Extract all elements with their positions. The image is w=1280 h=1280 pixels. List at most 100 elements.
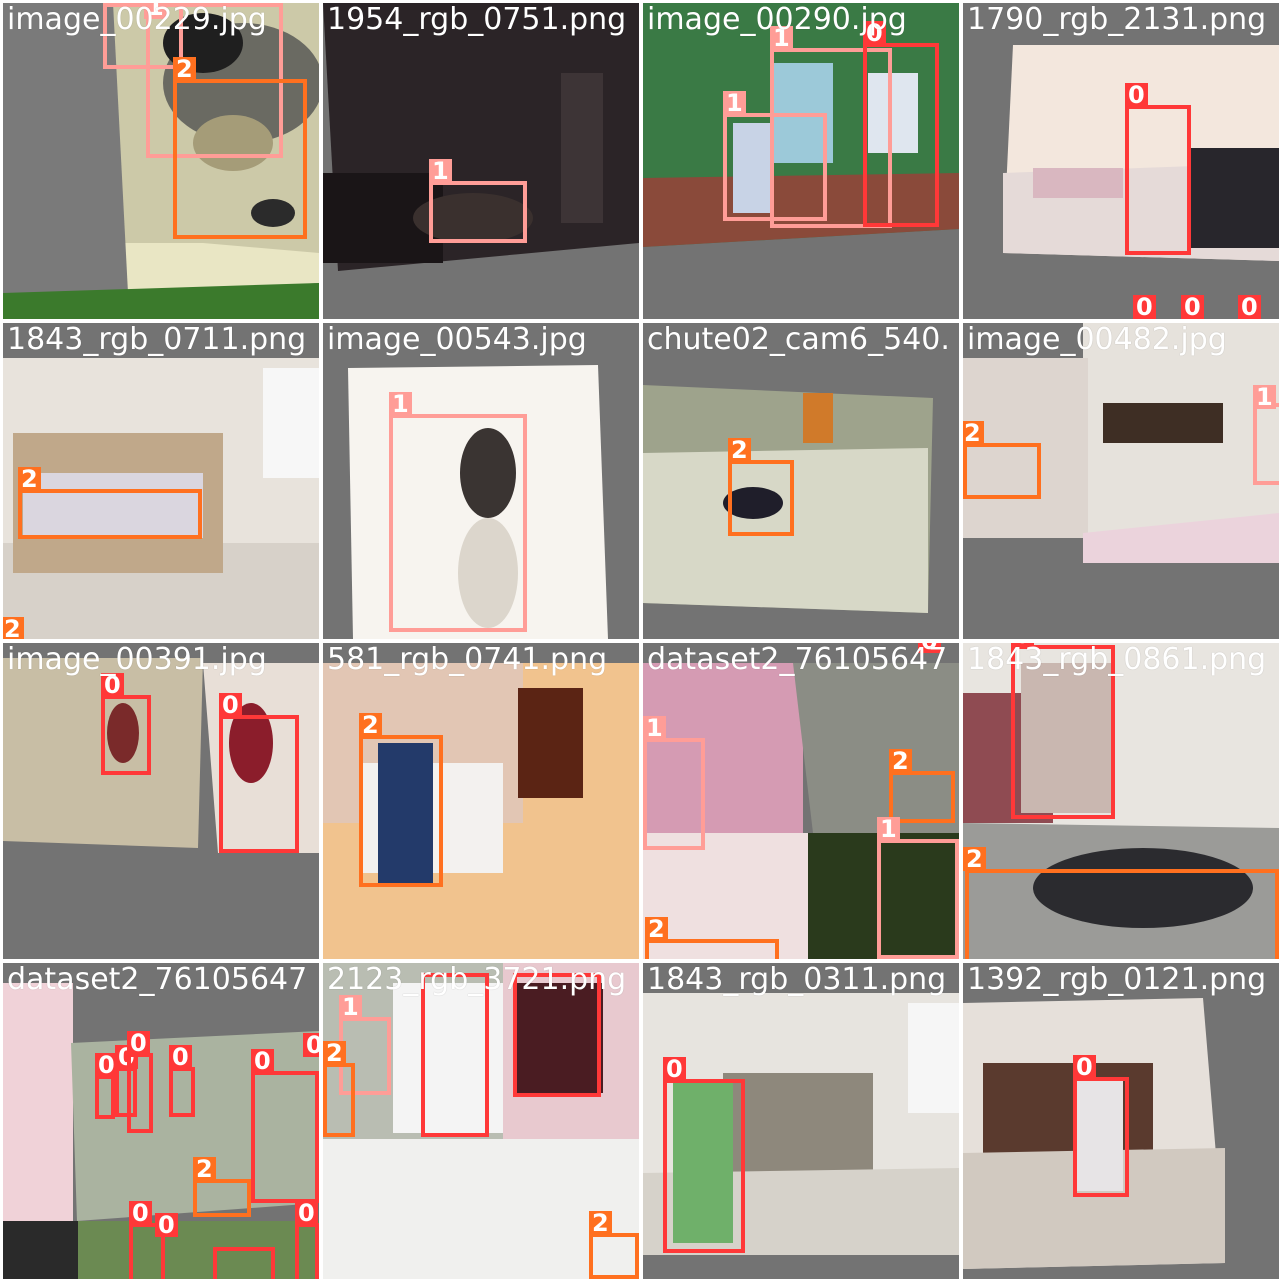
- tile-4[interactable]: 0 0 0 0 1790_rgb_2131.png: [963, 3, 1279, 319]
- tile-image: [963, 643, 1279, 959]
- tile-11[interactable]: 1 2 1 2 0 dataset2_76105647: [643, 643, 959, 959]
- bbox-label: 0: [863, 21, 886, 45]
- tile-image: [963, 998, 1225, 1269]
- tile-image: [323, 663, 639, 959]
- bbox-label: 2: [173, 57, 196, 81]
- bbox-label: 0: [219, 693, 242, 717]
- bbox-class-0: [101, 695, 151, 775]
- bbox-class-2: [645, 939, 779, 959]
- bbox-label: 2: [3, 617, 24, 639]
- bbox-class-2: [193, 1179, 251, 1217]
- bbox-class-0: [213, 1247, 275, 1279]
- tile-image: [963, 323, 1279, 563]
- bbox-label: 2: [18, 467, 41, 491]
- bbox-label: 0: [95, 1053, 118, 1077]
- bbox-label: 0: [1073, 1055, 1096, 1079]
- bbox-label: 0: [663, 1057, 686, 1081]
- bbox-class-0: [129, 1223, 165, 1279]
- tile-10[interactable]: 2 581_rgb_0741.png: [323, 643, 639, 959]
- tile-13[interactable]: 0 0 0 0 0 0 2 0 0 0 dataset2_76105647: [3, 963, 319, 1279]
- tile-image: [348, 365, 608, 639]
- bbox-class-0: [251, 1071, 319, 1203]
- tile-16[interactable]: 0 1392_rgb_0121.png: [963, 963, 1279, 1279]
- bbox-class-1: [770, 48, 892, 228]
- bbox-label: 1: [429, 159, 452, 183]
- bbox-label: 2: [645, 917, 668, 941]
- bbox-class-0: [295, 1223, 319, 1279]
- bbox-label: 0: [155, 1213, 178, 1237]
- tile-6[interactable]: 1 image_00543.jpg: [323, 323, 639, 639]
- tile-15[interactable]: 0 1843_rgb_0311.png: [643, 963, 959, 1279]
- bbox-class-2: [359, 735, 443, 887]
- tile-image: [643, 385, 933, 613]
- bbox-label: 1: [389, 392, 412, 416]
- bbox-class-2: [889, 771, 955, 823]
- bbox-class-1: [429, 181, 527, 243]
- tile-image: [643, 993, 959, 1255]
- bbox-class-1: [723, 113, 827, 221]
- bbox-label: 2: [889, 749, 912, 773]
- bbox-class-0: [169, 1067, 195, 1117]
- bbox-class-2: [965, 869, 1279, 959]
- bbox-label: 2: [963, 847, 986, 871]
- tile-9[interactable]: 0 0 image_00391.jpg: [3, 643, 319, 959]
- tile-8[interactable]: 2 1 image_00482.jpg: [963, 323, 1279, 639]
- tile-image: [323, 3, 639, 271]
- tile-2[interactable]: 1 1954_rgb_0751.png: [323, 3, 639, 319]
- bbox-label: 0: [1125, 83, 1148, 107]
- bbox-class-2: [173, 79, 307, 239]
- bbox-class-1: [389, 414, 527, 632]
- tile-image: [3, 358, 319, 639]
- bbox-class-0: [863, 43, 939, 227]
- bbox-class-1: [643, 738, 705, 850]
- bbox-label: 1: [723, 91, 746, 115]
- bbox-class-1: [103, 3, 183, 69]
- bbox-label: 0: [918, 643, 941, 653]
- bbox-class-2: [323, 1063, 355, 1137]
- bbox-label: 2: [193, 1157, 216, 1181]
- bbox-class-0: [95, 1075, 115, 1119]
- tile-image: [323, 963, 639, 1279]
- tile-14[interactable]: 0 0 1 2 2 2123_rgb_3721.png: [323, 963, 639, 1279]
- bbox-class-0: [115, 1067, 137, 1117]
- bbox-label: 2: [589, 1211, 612, 1235]
- bbox-label: 0: [169, 1045, 192, 1069]
- bbox-label: 0: [1011, 643, 1034, 647]
- tile-7[interactable]: 2 chute02_cam6_540.: [643, 323, 959, 639]
- bbox-label: 1: [643, 716, 666, 740]
- bbox-label: 0: [1133, 295, 1156, 319]
- bbox-class-1: [877, 839, 959, 959]
- bbox-class-0: [1011, 645, 1115, 819]
- bbox-class-1: [1253, 403, 1279, 485]
- bbox-label: 0: [101, 673, 124, 697]
- bbox-label: 1: [877, 817, 900, 841]
- bbox-label: 0: [129, 1201, 152, 1225]
- bbox-label: 2: [323, 1041, 346, 1065]
- bbox-class-2: [728, 460, 794, 536]
- bbox-label: 0: [251, 1049, 274, 1073]
- bbox-label: 0: [1181, 295, 1204, 319]
- bbox-class-0: [513, 973, 601, 1097]
- bbox-label: 0: [295, 1201, 318, 1225]
- tile-3[interactable]: 1 1 0 image_00290.jpg: [643, 3, 959, 319]
- bbox-label: 2: [359, 713, 382, 737]
- tile-5[interactable]: 2 2 1843_rgb_0711.png: [3, 323, 319, 639]
- bbox-label: 2: [728, 438, 751, 462]
- bbox-label: 1: [144, 3, 167, 19]
- bbox-label: 1: [339, 995, 362, 1019]
- bbox-class-2: [18, 489, 202, 539]
- tile-image: [1003, 45, 1279, 261]
- bbox-class-0: [1125, 105, 1191, 255]
- bbox-class-2: [963, 443, 1041, 499]
- bbox-label: 0: [127, 1031, 150, 1055]
- tile-1[interactable]: 1 2 image_00229.jpg: [3, 3, 319, 319]
- tile-image: [643, 3, 959, 247]
- bbox-label: 0: [1238, 295, 1261, 319]
- bbox-class-0: [421, 973, 489, 1137]
- tile-12[interactable]: 0 2 1843_rgb_0861.png: [963, 643, 1279, 959]
- bbox-class-0: [219, 715, 299, 853]
- bbox-label: 2: [963, 421, 984, 445]
- bbox-label: 1: [1253, 385, 1276, 409]
- bbox-class-0: [663, 1079, 745, 1253]
